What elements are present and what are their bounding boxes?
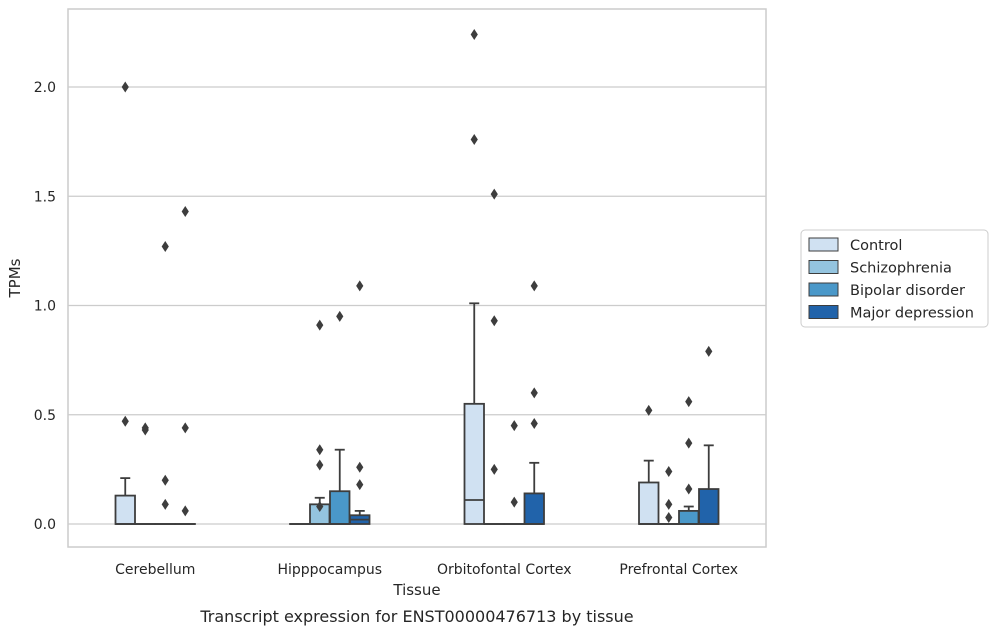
- outlier-point: [705, 345, 713, 357]
- outlier-point: [510, 420, 518, 432]
- outlier-point: [490, 315, 498, 327]
- outlier-point: [685, 396, 693, 408]
- box: [638, 459, 660, 525]
- outlier-points: [121, 29, 713, 523]
- y-tick-label: 0.0: [34, 517, 56, 533]
- box: [114, 477, 136, 525]
- legend-label: Bipolar disorder: [850, 283, 965, 299]
- y-tick-label: 2.0: [34, 80, 56, 96]
- gridlines: [68, 86, 766, 525]
- legend-swatch: [808, 305, 839, 319]
- x-tick-label: Cerebellum: [115, 562, 195, 578]
- outlier-point: [121, 81, 129, 93]
- legend: Control Schizophrenia Bipolar disorder Majo…: [800, 229, 989, 328]
- outlier-point: [316, 459, 324, 471]
- outlier-point: [530, 387, 538, 399]
- x-tick-label: Hipppocampus: [277, 562, 382, 578]
- box-body: [463, 402, 485, 525]
- outlier-point: [316, 444, 324, 456]
- plot-area-frame: [67, 8, 767, 548]
- outlier-point: [161, 241, 169, 253]
- box-body: [523, 492, 545, 525]
- outlier-point: [645, 404, 653, 416]
- outlier-point: [316, 319, 324, 331]
- box-body: [638, 481, 660, 525]
- y-tick-labels: 0.0 0.5 1.0 1.5 2.0: [34, 80, 56, 533]
- box: [349, 509, 371, 525]
- box: [463, 302, 485, 525]
- outlier-point: [490, 188, 498, 200]
- y-tick-label: 1.0: [34, 299, 56, 315]
- box-body: [678, 509, 700, 525]
- legend-swatch: [808, 237, 839, 252]
- outlier-point: [490, 463, 498, 475]
- legend-label: Major depression: [850, 306, 974, 322]
- y-axis-title: TPMs: [6, 258, 24, 298]
- outlier-point: [470, 133, 478, 145]
- box: [698, 444, 720, 525]
- outlier-point: [665, 466, 673, 478]
- box-body: [698, 488, 720, 525]
- outlier-point: [685, 483, 693, 495]
- box-series: [114, 302, 720, 525]
- outlier-point: [356, 461, 364, 473]
- outlier-point: [181, 505, 189, 517]
- outlier-point: [510, 496, 518, 508]
- x-tick-label: Prefrontal Cortex: [619, 562, 738, 578]
- outlier-point: [181, 206, 189, 218]
- outlier-point: [665, 498, 673, 510]
- legend-swatch: [808, 260, 839, 274]
- outlier-point: [685, 437, 693, 449]
- outlier-point: [121, 415, 129, 427]
- legend-label: Schizophrenia: [850, 261, 952, 277]
- outlier-point: [356, 479, 364, 491]
- outlier-point: [161, 498, 169, 510]
- outlier-point: [356, 280, 364, 292]
- legend-label: Control: [850, 238, 902, 254]
- x-tick-labels: Cerebellum Hipppocampus Orbitofontal Corte…: [115, 562, 738, 578]
- box: [678, 505, 700, 525]
- box-body: [329, 490, 351, 525]
- outlier-point: [530, 417, 538, 429]
- legend-swatch: [808, 282, 839, 297]
- outlier-point: [665, 511, 673, 523]
- legend-frame: [800, 229, 989, 328]
- outlier-point: [336, 310, 344, 322]
- outlier-point: [181, 422, 189, 434]
- outlier-point: [530, 280, 538, 292]
- y-tick-label: 1.5: [34, 189, 56, 205]
- chart-caption: Transcript expression for ENST0000047671…: [199, 607, 633, 626]
- y-tick-label: 0.5: [34, 408, 56, 424]
- x-axis-title: Tissue: [392, 581, 440, 599]
- box-body: [114, 494, 136, 525]
- outlier-point: [161, 474, 169, 486]
- outlier-point: [316, 501, 324, 513]
- x-tick-label: Orbitofontal Cortex: [437, 562, 572, 578]
- box: [523, 461, 545, 525]
- outlier-point: [470, 29, 478, 41]
- box: [329, 448, 351, 525]
- outlier-point: [141, 422, 149, 434]
